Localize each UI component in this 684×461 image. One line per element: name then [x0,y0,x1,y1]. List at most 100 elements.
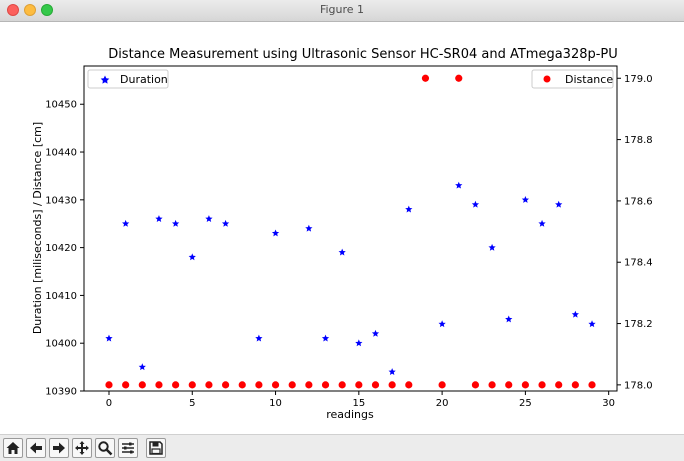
duration-point [555,200,563,208]
distance-point [405,381,413,389]
duration-point [488,243,496,251]
distance-point [255,381,263,389]
distance-point [155,381,163,389]
duration-point [338,248,346,256]
distance-point [138,381,146,389]
close-window-button[interactable] [7,4,19,16]
distance-point [471,381,480,389]
distance-point [238,381,246,389]
y-left-tick-label: 10430 [45,195,77,206]
duration-point [221,219,230,227]
distance-point [122,381,130,389]
home-icon [6,442,20,454]
distance-point [388,381,396,389]
y-left-tick-label: 10400 [45,339,77,350]
duration-point [105,334,113,342]
y-right-tick-label: 178.8 [624,135,653,146]
distance-point [105,381,113,389]
duration-point [138,363,146,371]
duration-point [571,310,579,318]
x-tick-label: 20 [436,398,449,409]
distance-point [421,74,430,82]
zoom-icon [98,441,113,456]
home-button[interactable] [3,438,23,458]
legend-distance-label: Distance [565,73,613,86]
zoom-button[interactable] [95,438,115,458]
distance-point [288,381,296,389]
distance-point [455,74,463,82]
distance-point [271,381,280,389]
chart[interactable]: Distance Measurement using Ultrasonic Se… [0,22,684,434]
configure-subplots-button[interactable] [118,438,138,458]
duration-point [588,320,596,328]
distance-point [355,381,363,389]
y-right-tick-label: 178.0 [624,380,653,391]
y-right-tick-label: 178.4 [624,258,653,269]
distance-point [488,381,496,389]
distance-point [571,381,579,389]
legend-distance-marker [543,75,551,83]
distance-point [205,381,213,389]
window-titlebar: Figure 1 [0,0,684,22]
zoom-window-button[interactable] [41,4,53,16]
distance-point [338,381,346,389]
duration-point [321,334,330,342]
y-left-tick-label: 10450 [45,100,77,111]
x-tick-label: 25 [519,398,532,409]
figure-canvas[interactable]: Distance Measurement using Ultrasonic Se… [0,22,684,434]
distance-point [221,381,230,389]
duration-point [388,368,396,375]
y-left-tick-label: 10390 [45,387,77,398]
duration-point [405,205,413,213]
x-tick-label: 30 [602,398,615,409]
x-tick-label: 0 [106,398,112,409]
pan-button[interactable] [72,438,92,458]
navigation-toolbar [0,434,684,461]
forward-button[interactable] [49,438,69,458]
distance-point [438,381,446,389]
sliders-icon [122,442,134,454]
save-icon [149,441,163,455]
duration-point [538,219,546,227]
arrow-left-icon [30,442,42,454]
duration-point [271,229,280,237]
y-left-tick-label: 10420 [45,243,77,254]
x-tick-label: 5 [189,398,195,409]
legend-distance: Distance [531,69,614,89]
distance-point [321,381,330,389]
distance-point [505,381,513,389]
duration-point [471,200,480,208]
back-button[interactable] [26,438,46,458]
duration-point [305,224,313,232]
distance-point [555,381,563,389]
duration-point [521,196,529,203]
distance-point [188,381,196,389]
distance-point [521,381,529,389]
legend-duration: Duration [87,69,169,89]
window-title: Figure 1 [319,3,365,16]
y-right-tick-label: 178.2 [624,319,653,330]
duration-point [188,253,196,261]
duration-point [255,334,263,342]
duration-point [205,215,213,223]
arrow-right-icon [53,442,65,454]
legend-duration-label: Duration [120,73,168,86]
distance-point [538,381,546,389]
duration-point [355,339,363,347]
duration-point [455,181,463,189]
x-tick-label: 15 [352,398,365,409]
minimize-window-button[interactable] [24,4,36,16]
duration-point [172,219,180,227]
save-button[interactable] [146,438,166,458]
duration-point [122,219,130,227]
y-left-tick-label: 10440 [45,148,77,159]
distance-point [305,381,313,389]
duration-point [438,320,446,328]
duration-point [505,315,513,323]
x-axis-label: readings [326,408,374,421]
move-icon [75,441,89,455]
y-left-tick-label: 10410 [45,291,77,302]
x-tick-label: 10 [269,398,282,409]
chart-title: Distance Measurement using Ultrasonic Se… [108,47,618,62]
duration-point [371,329,380,337]
